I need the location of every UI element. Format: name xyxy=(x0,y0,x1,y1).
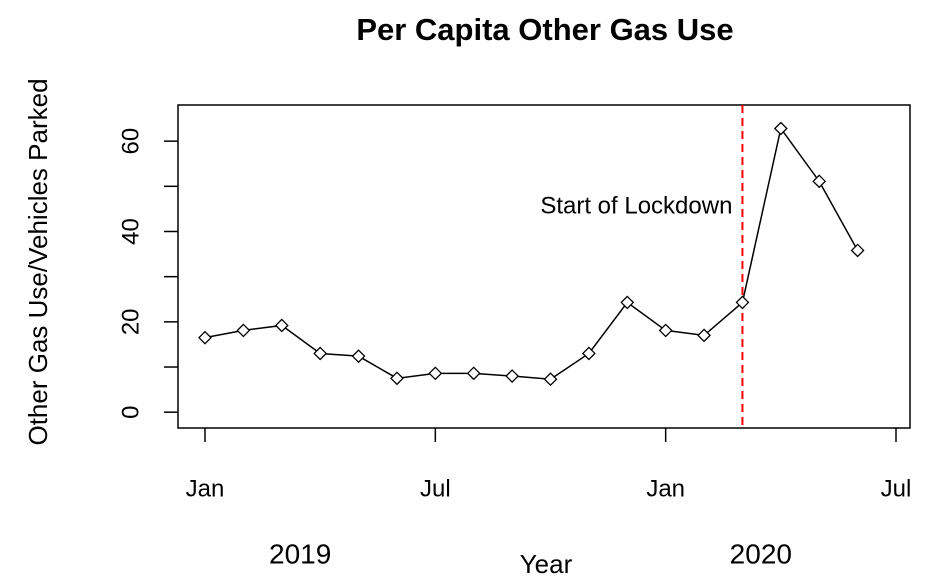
point-marker xyxy=(198,330,212,345)
point-marker xyxy=(850,243,865,258)
y-tick-label: 60 xyxy=(117,128,144,155)
y-axis-label: Other Gas Use/Vehicles Parked xyxy=(23,78,53,445)
point-marker xyxy=(735,295,750,310)
y-tick-label: 0 xyxy=(117,406,144,419)
x-tick-label: Jul xyxy=(420,475,451,502)
year-label: 2019 xyxy=(269,538,331,569)
point-marker xyxy=(236,323,251,338)
point-marker xyxy=(697,328,711,343)
point-marker xyxy=(390,371,404,386)
point-marker xyxy=(428,366,443,381)
point-marker xyxy=(581,346,596,361)
chart-title: Per Capita Other Gas Use xyxy=(356,12,733,47)
x-tick-label: Jan xyxy=(186,475,225,502)
plot-frame xyxy=(177,104,911,429)
point-marker xyxy=(543,372,558,387)
point-marker xyxy=(351,349,366,364)
point-marker xyxy=(812,174,827,189)
point-marker xyxy=(620,295,635,310)
x-tick-label: Jul xyxy=(881,475,912,502)
y-tick-label: 20 xyxy=(117,308,144,335)
point-marker xyxy=(274,318,289,333)
series-line xyxy=(204,126,859,380)
annotation-label: Start of Lockdown xyxy=(540,192,732,219)
point-marker xyxy=(658,323,673,338)
point-marker xyxy=(773,121,788,136)
year-label: 2020 xyxy=(730,538,792,569)
point-marker xyxy=(313,346,328,361)
x-tick-label: Jan xyxy=(646,475,685,502)
y-tick-label: 40 xyxy=(117,218,144,245)
point-marker xyxy=(466,366,481,381)
x-axis-label: Year xyxy=(520,549,573,579)
point-marker xyxy=(505,369,520,383)
